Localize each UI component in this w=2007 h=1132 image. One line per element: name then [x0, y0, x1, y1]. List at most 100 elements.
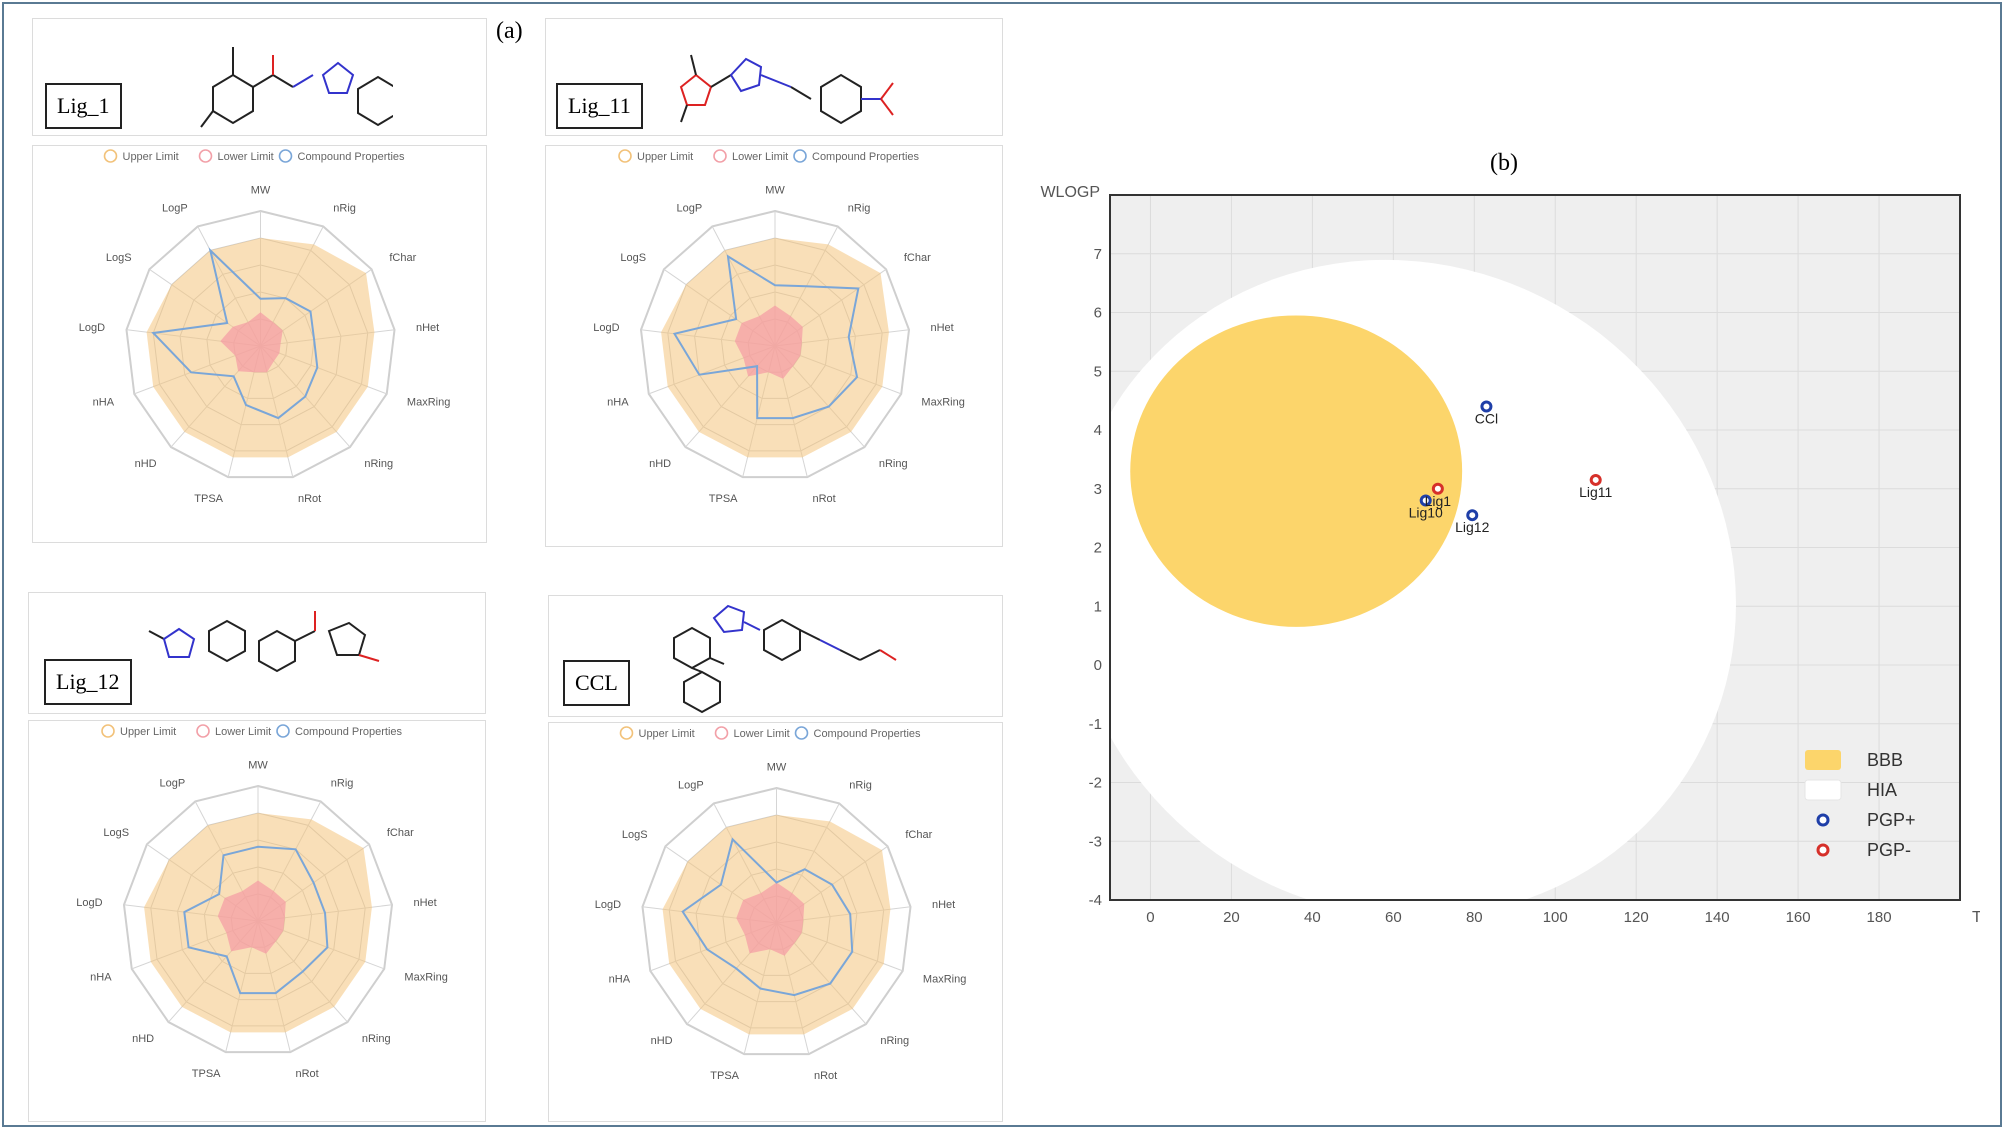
y-axis-label: WLOGP [1040, 184, 1100, 201]
molecule-card-ccl: CCL [548, 595, 1003, 717]
axis-label: nHet [416, 322, 439, 334]
point-label: Lig10 [1409, 505, 1443, 521]
axis-label: nRig [331, 777, 354, 789]
axis-label: LogD [76, 897, 102, 909]
axis-label: fChar [389, 252, 416, 264]
x-tick-label: 40 [1304, 909, 1321, 926]
x-tick-label: 80 [1466, 909, 1483, 926]
axis-label: MW [248, 759, 268, 771]
panel-a-label: (a) [496, 18, 523, 44]
axis-label: LogP [678, 779, 704, 791]
axis-label: LogS [622, 829, 648, 841]
compound-label: CCL [563, 660, 630, 706]
legend-label: BBB [1867, 750, 1903, 770]
molecule-card-lig12: Lig_12 [28, 592, 486, 714]
x-tick-label: 100 [1543, 909, 1568, 926]
y-tick-label: 1 [1094, 598, 1102, 615]
y-tick-label: 6 [1094, 305, 1102, 322]
y-tick-label: 4 [1094, 422, 1102, 439]
radar-card-ccl: Upper Limit Lower Limit Compound Propertie… [548, 722, 1003, 1122]
axis-label: nHA [607, 397, 629, 409]
legend-marker [276, 724, 290, 738]
legend-label: Upper Limit [637, 151, 693, 163]
molecule-card-lig1: Lig_1 [32, 18, 487, 136]
axis-label: nHD [651, 1035, 673, 1047]
legend-marker [1816, 843, 1830, 857]
legend-label: Lower Limit [215, 726, 271, 738]
axis-label: fChar [905, 829, 932, 841]
axis-label: TPSA [194, 493, 223, 505]
axis-label: MaxRing [407, 397, 450, 409]
x-axis-label: TPSA [1972, 909, 1980, 926]
legend-marker [714, 726, 729, 740]
radar-card-lig11: Upper Limit Lower Limit Compound Propertie… [545, 145, 1003, 547]
legend-label: PGP+ [1867, 810, 1916, 830]
legend-marker [619, 726, 634, 740]
data-point [1480, 400, 1493, 413]
compound-label: Lig_11 [556, 83, 643, 129]
point-label: CCl [1475, 411, 1498, 427]
radar-card-lig12: Upper Limit Lower Limit Compound Propertie… [28, 720, 486, 1122]
axis-label: nHA [609, 974, 631, 986]
legend-swatch [1805, 750, 1841, 770]
axis-label: nHD [649, 458, 671, 470]
y-tick-label: -1 [1089, 716, 1102, 733]
molecule-structure [148, 611, 380, 673]
legend-label: Compound Properties [812, 151, 920, 163]
molecule-structure [679, 54, 894, 125]
point-label: Lig1 [1425, 493, 1452, 509]
data-point [1419, 494, 1432, 507]
legend-label: Lower Limit [732, 151, 788, 163]
y-tick-label: 0 [1094, 657, 1102, 674]
legend-label: Compound Properties [814, 728, 922, 740]
axis-label: nRot [812, 493, 835, 505]
axis-label: nHD [135, 458, 157, 470]
legend-marker [794, 726, 809, 740]
axis-label: nRot [298, 493, 321, 505]
legend-swatch [1804, 779, 1842, 801]
legend-marker [103, 149, 118, 163]
x-tick-label: 180 [1867, 909, 1892, 926]
axis-label: MW [251, 184, 271, 196]
point-label: Lig12 [1455, 519, 1489, 535]
y-tick-label: -2 [1089, 775, 1102, 792]
x-tick-label: 140 [1705, 909, 1730, 926]
grid-ring [639, 209, 911, 479]
grid-ring [641, 786, 912, 1056]
data-point [1466, 509, 1479, 522]
axis-label: nHA [93, 397, 115, 409]
axis-label: LogD [593, 322, 619, 334]
axis-label: LogS [103, 827, 129, 839]
grid-ring [122, 784, 394, 1054]
axis-label: MaxRing [923, 974, 966, 986]
legend-label: Lower Limit [218, 151, 274, 163]
molecule-structure [673, 604, 897, 714]
axis-label: MaxRing [921, 397, 964, 409]
lower-limit-area [734, 305, 803, 379]
lower-limit-area [220, 312, 283, 373]
legend-marker [196, 724, 210, 738]
legend-marker [1816, 813, 1830, 827]
axis-label: nRig [333, 202, 356, 214]
axis-label: LogP [160, 777, 186, 789]
x-tick-label: 120 [1624, 909, 1649, 926]
legend-marker [198, 149, 213, 163]
compound-properties-line [183, 845, 329, 995]
legend-marker [793, 149, 807, 163]
axis-label: nRot [295, 1068, 318, 1080]
legend-label: Compound Properties [295, 726, 403, 738]
legend-marker [618, 149, 632, 163]
axis-label: fChar [904, 252, 931, 264]
axis-label: nRig [849, 779, 872, 791]
y-tick-label: -3 [1089, 833, 1102, 850]
axis-label: nHA [90, 972, 112, 984]
axis-label: LogS [106, 252, 132, 264]
molecule-structure [200, 47, 393, 128]
x-tick-label: 160 [1786, 909, 1811, 926]
axis-label: nRing [880, 1035, 909, 1047]
axis-label: TPSA [710, 1070, 739, 1082]
legend-label: Upper Limit [120, 726, 176, 738]
legend-label: PGP- [1867, 840, 1911, 860]
compound-label: Lig_12 [44, 659, 132, 705]
